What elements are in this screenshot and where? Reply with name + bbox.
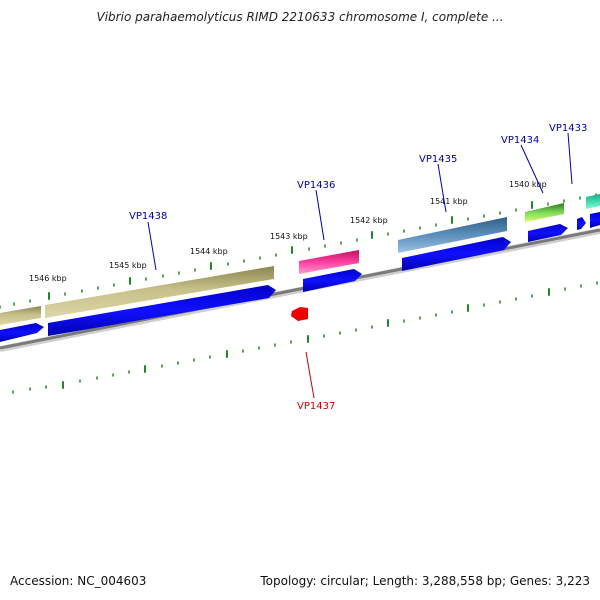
ruler-labels: 1546 kbp 1545 kbp 1544 kbp 1543 kbp 1542…: [29, 180, 547, 283]
gene-label-vp1436: VP1436: [297, 180, 335, 191]
gene-label-vp1437: VP1437: [297, 401, 335, 412]
reverse-gene-marker: [291, 307, 308, 321]
gene-bar-olive: [0, 306, 41, 325]
map-title: Vibrio parahaemolyticus RIMD 2210633 chr…: [96, 10, 504, 24]
cds-arrow: [402, 237, 511, 271]
gene-label-vp1438: VP1438: [129, 211, 167, 222]
genome-backbone: [0, 228, 600, 352]
ruler-label: 1544 kbp: [190, 247, 228, 256]
ruler-label: 1541 kbp: [430, 197, 468, 206]
gene-bar-pink: [299, 250, 359, 274]
ruler-label: 1540 kbp: [509, 180, 547, 189]
cds-arrow: [0, 323, 44, 342]
cds-arrow: [577, 217, 586, 230]
inner-tick-ruler: [12, 281, 598, 394]
cds-arrows: [0, 212, 600, 342]
gene-label-vp1433: VP1433: [549, 123, 587, 134]
ruler-label: 1543 kbp: [270, 232, 308, 241]
cds-arrow: [528, 224, 568, 242]
genome-summary: Topology: circular; Length: 3,288,558 bp…: [260, 574, 590, 588]
cds-arrow: [590, 212, 600, 228]
gene-labels: VP1438 VP1436 VP1435 VP1434 VP1433 VP143…: [129, 123, 587, 412]
cds-arrow: [303, 269, 362, 292]
accession-label: Accession: NC_004603: [10, 574, 147, 588]
gene-bar-steel: [398, 217, 507, 253]
gene-feature-bars: [0, 194, 600, 325]
ruler-label: 1545 kbp: [109, 261, 147, 270]
gene-label-vp1434: VP1434: [501, 135, 539, 146]
gene-label-vp1435: VP1435: [419, 154, 457, 165]
gene-bar-teal: [586, 194, 600, 209]
cds-arrow: [48, 285, 276, 336]
ruler-label: 1542 kbp: [350, 216, 388, 225]
ruler-label: 1546 kbp: [29, 274, 67, 283]
gene-bar-green: [525, 203, 564, 222]
gene-bar-olive: [45, 266, 274, 318]
leader-lines: [147, 132, 573, 399]
outer-tick-ruler: [0, 193, 597, 309]
